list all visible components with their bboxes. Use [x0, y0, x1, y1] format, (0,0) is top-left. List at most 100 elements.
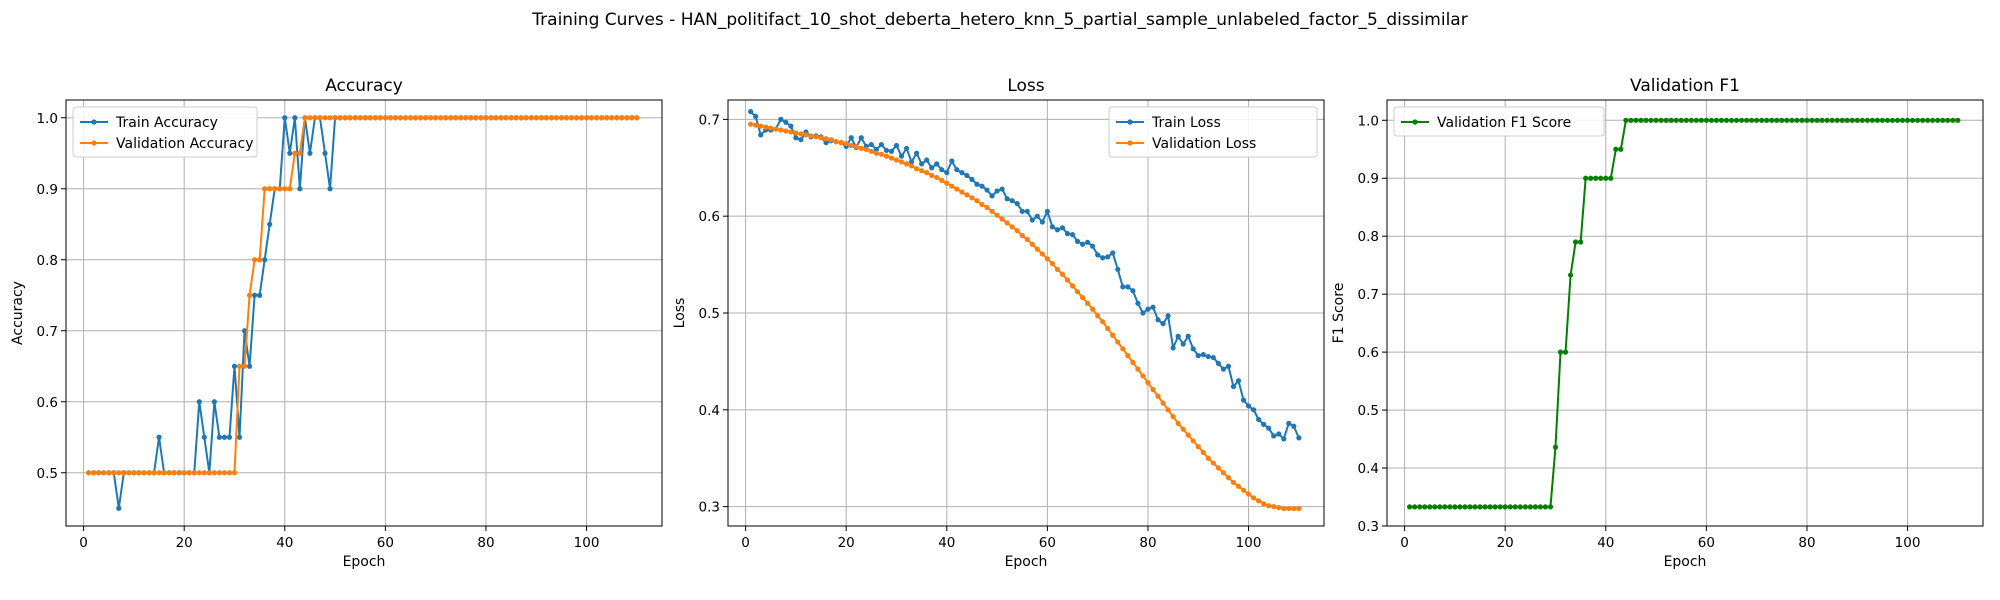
- data-point: [778, 127, 784, 133]
- data-point: [838, 140, 844, 146]
- data-point: [823, 140, 829, 146]
- data-point: [573, 115, 580, 121]
- data-point: [226, 434, 233, 440]
- data-point: [1140, 373, 1146, 379]
- data-point: [919, 161, 925, 167]
- data-point: [1789, 117, 1795, 123]
- data-point: [1140, 310, 1146, 316]
- x-tick-label: 80: [1139, 535, 1156, 551]
- data-point: [1578, 239, 1584, 245]
- data-point: [808, 133, 814, 139]
- data-point: [1085, 239, 1091, 245]
- data-point: [1899, 117, 1906, 123]
- data-point: [1125, 284, 1131, 290]
- data-point: [974, 181, 980, 187]
- data-point: [1090, 306, 1096, 312]
- x-tick-label: 40: [1597, 535, 1614, 551]
- data-point: [1537, 504, 1543, 510]
- series-line-1: [88, 116, 637, 510]
- data-point: [1824, 117, 1830, 123]
- data-point: [292, 150, 298, 156]
- data-point: [1422, 504, 1428, 510]
- data-point: [382, 115, 388, 121]
- data-point: [412, 115, 419, 121]
- data-point: [1915, 117, 1921, 123]
- data-point: [1170, 345, 1176, 351]
- data-point: [1618, 146, 1624, 152]
- data-point: [1286, 505, 1292, 512]
- data-point: [186, 470, 192, 476]
- y-tick-label: 0.6: [37, 395, 58, 411]
- data-point: [1266, 503, 1272, 509]
- panel-title: Validation F1: [1630, 76, 1740, 96]
- data-point: [1698, 117, 1704, 123]
- data-point: [1749, 117, 1755, 123]
- data-point: [211, 399, 217, 405]
- data-point: [1150, 304, 1156, 310]
- data-point: [1889, 117, 1896, 123]
- data-point: [136, 470, 142, 476]
- data-point: [1100, 255, 1106, 261]
- data-point: [161, 470, 167, 476]
- data-point: [888, 148, 895, 154]
- data-point: [964, 172, 970, 179]
- data-point: [828, 137, 834, 143]
- data-point: [181, 470, 187, 476]
- data-point: [959, 189, 965, 195]
- data-point: [1145, 380, 1151, 386]
- data-point: [1190, 346, 1196, 352]
- data-point: [1457, 504, 1463, 510]
- data-point: [1794, 117, 1800, 123]
- data-point: [1130, 288, 1136, 294]
- data-point: [307, 150, 313, 156]
- data-point: [873, 150, 879, 156]
- data-point: [1588, 175, 1594, 181]
- data-point: [604, 115, 610, 121]
- data-point: [1090, 243, 1096, 249]
- data-point: [1713, 117, 1720, 123]
- data-point: [1623, 117, 1629, 123]
- data-point: [1009, 198, 1015, 204]
- data-point: [964, 192, 970, 198]
- data-point: [929, 165, 935, 171]
- data-point: [221, 434, 228, 440]
- data-point: [1477, 504, 1483, 510]
- data-point: [833, 139, 839, 145]
- x-tick-label: 100: [574, 535, 600, 551]
- data-point: [302, 115, 308, 121]
- data-point: [1271, 504, 1277, 510]
- data-point: [969, 195, 975, 201]
- data-point: [1235, 483, 1242, 489]
- data-point: [1074, 238, 1081, 244]
- data-point: [1049, 261, 1056, 267]
- data-point: [282, 115, 288, 121]
- data-point: [317, 115, 323, 121]
- data-point: [1583, 175, 1589, 181]
- data-point: [1019, 232, 1025, 239]
- data-point: [803, 132, 809, 138]
- data-point: [1029, 217, 1035, 223]
- data-point: [1633, 117, 1639, 123]
- data-point: [1079, 241, 1086, 247]
- data-point: [1256, 498, 1262, 504]
- data-point: [1220, 366, 1227, 372]
- data-point: [1638, 117, 1644, 123]
- data-point: [1462, 504, 1468, 510]
- data-point: [508, 115, 514, 121]
- y-tick-label: 0.7: [37, 324, 58, 340]
- data-point: [1598, 175, 1604, 181]
- data-point: [1527, 504, 1533, 510]
- data-point: [1105, 325, 1111, 332]
- data-point: [116, 470, 122, 476]
- data-point: [503, 115, 509, 121]
- data-point: [211, 470, 217, 476]
- data-point: [1517, 504, 1523, 510]
- series-line-2: [88, 116, 637, 474]
- data-point: [262, 186, 268, 192]
- data-point: [1683, 117, 1689, 123]
- data-point: [1512, 504, 1518, 510]
- data-point: [568, 115, 575, 121]
- y-tick-label: 0.4: [1358, 461, 1379, 477]
- data-point: [1658, 117, 1664, 123]
- data-point: [402, 115, 409, 121]
